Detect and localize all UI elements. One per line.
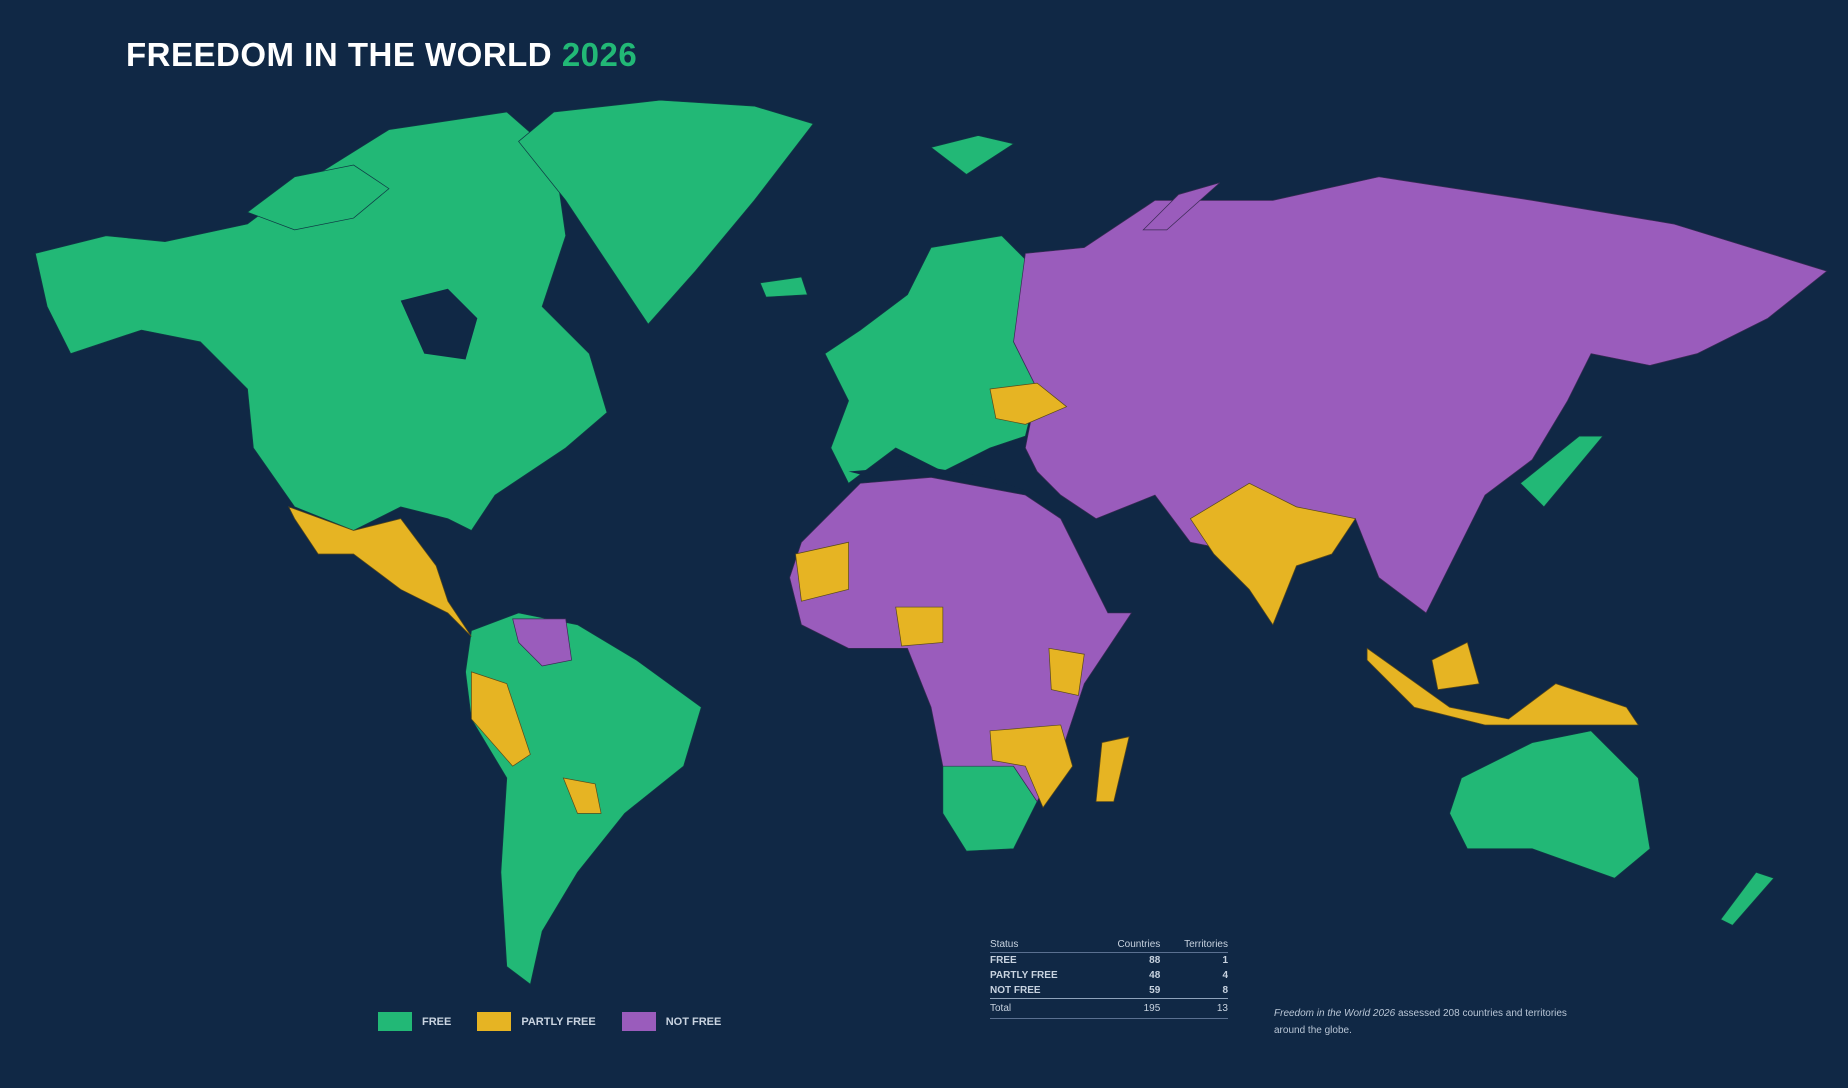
- swatch-not-free: [621, 1012, 656, 1031]
- australia-free: [1449, 730, 1651, 879]
- swatch-free: [378, 1012, 412, 1031]
- africa-not-free: [789, 477, 1133, 803]
- footnote: Freedom in the World 2026 assessed 208 c…: [1274, 1008, 1567, 1036]
- mexico-partly-free: [288, 506, 472, 637]
- status-table: Status Countries Territories FREE 88 1 PARTL…: [990, 937, 1228, 1019]
- mozambique-partly-free: [989, 724, 1073, 809]
- iceland-free: [759, 276, 808, 298]
- west-africa-partly-free: [795, 541, 849, 602]
- arctic-islands-free: [246, 164, 390, 231]
- indonesia-partly-free: [1366, 647, 1639, 726]
- peru-partly-free: [471, 671, 531, 767]
- europe-free: [824, 235, 1038, 484]
- swatch-partly-free: [477, 1012, 512, 1031]
- table-row: NOT FREE 59 8: [990, 985, 1228, 996]
- japan-free: [1519, 435, 1604, 508]
- legend-item-not-free: NOT FREE: [621, 1012, 721, 1031]
- page-title: FREEDOM IN THE WORLD 2026: [126, 36, 638, 73]
- title-year: 2026: [561, 36, 638, 73]
- borneo-partly-free: [1431, 641, 1480, 690]
- ukraine-partly-free: [989, 382, 1068, 425]
- greenland-free: [518, 99, 814, 325]
- svalbard-free: [930, 135, 1015, 175]
- madagascar-partly-free: [1095, 736, 1130, 802]
- table-total-row: Total 195 13: [990, 998, 1228, 1019]
- arctic-russia-not-free: [1142, 182, 1221, 231]
- venezuela-not-free: [512, 618, 573, 667]
- hudson-bay: [400, 288, 478, 360]
- bolivia-partly-free: [562, 777, 602, 814]
- table-row: FREE 88 1: [990, 955, 1228, 966]
- east-africa-partly-free: [1048, 647, 1085, 696]
- table-header: Status Countries Territories: [990, 937, 1228, 953]
- table-row: PARTLY FREE 48 4: [990, 970, 1228, 981]
- map-legend: FREE PARTLY FREE NOT FREE: [378, 1012, 721, 1031]
- russia-asia-not-free: [1013, 176, 1828, 614]
- legend-item-free: FREE: [378, 1012, 451, 1031]
- new-zealand-free: [1720, 871, 1775, 926]
- legend-item-partly-free: PARTLY FREE: [477, 1012, 596, 1031]
- nigeria-partly-free: [895, 606, 944, 647]
- india-partly-free: [1189, 482, 1356, 626]
